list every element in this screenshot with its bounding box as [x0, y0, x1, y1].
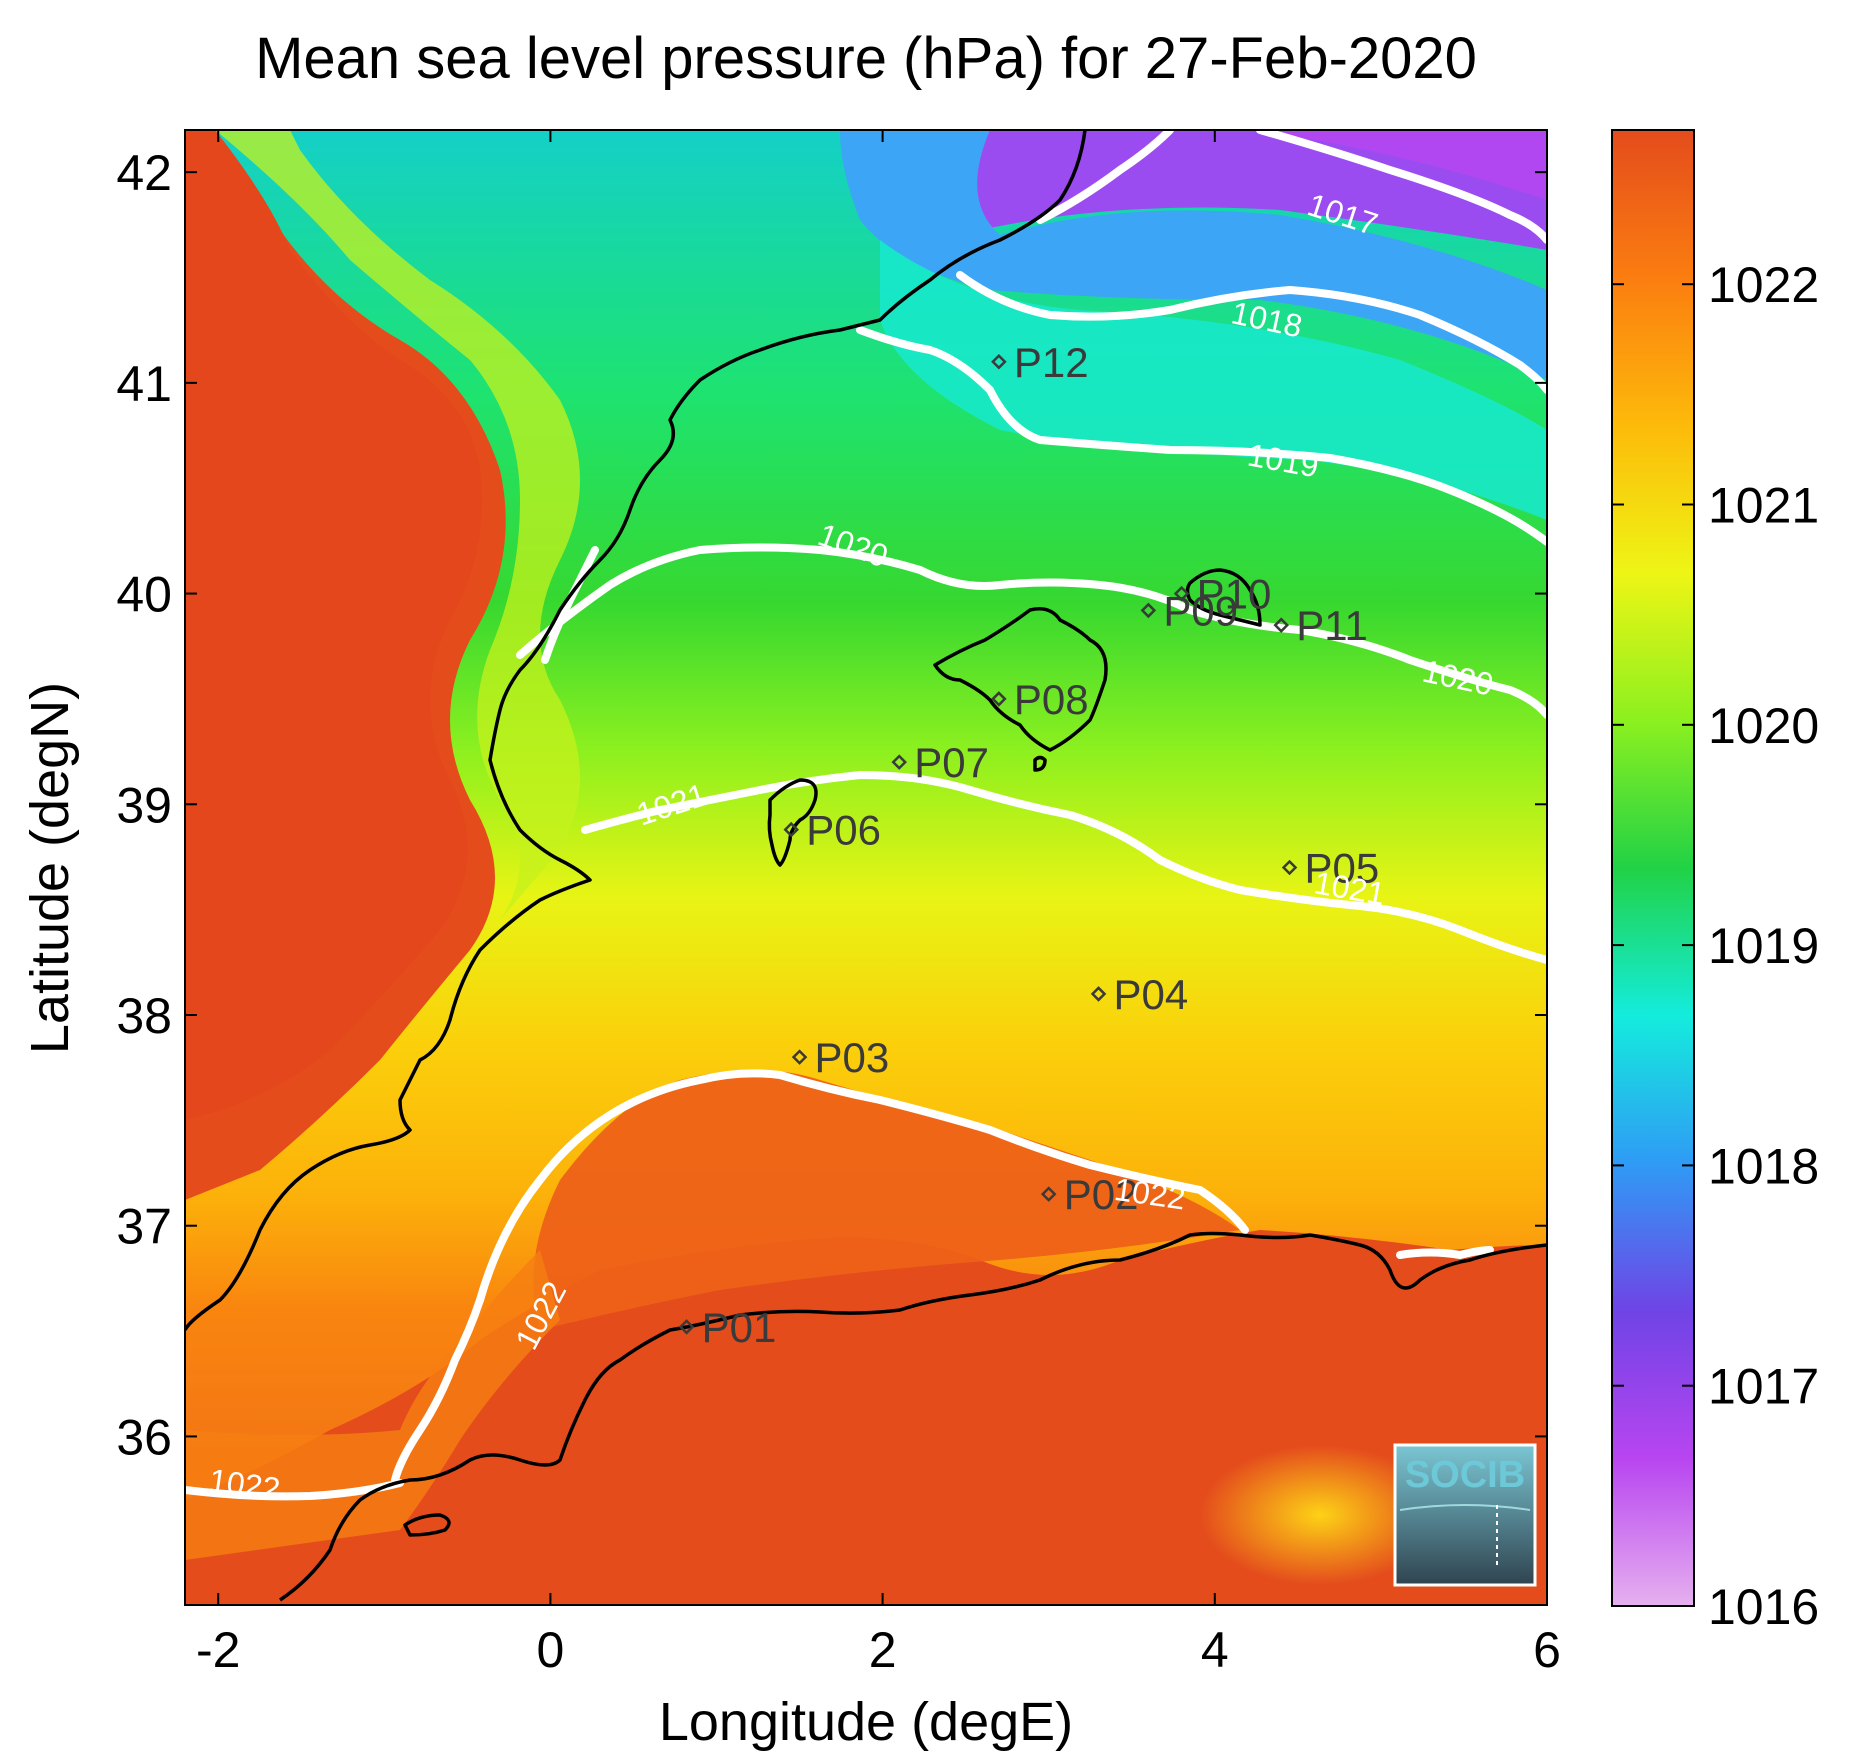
station-label: P03 — [815, 1034, 890, 1081]
station-label: P10 — [1197, 571, 1272, 618]
colorbar-tick-label: 1020 — [1708, 698, 1819, 754]
station-label: P12 — [1014, 339, 1089, 386]
station-p02: P02 — [1040, 1171, 1139, 1218]
station-label: P05 — [1305, 845, 1380, 892]
isobar-1019 — [856, 326, 1547, 546]
station-marker-icon — [991, 691, 1007, 707]
x-tick-label: 6 — [1533, 1622, 1561, 1678]
station-label: P07 — [914, 739, 989, 786]
isobar-1022-core — [476, 1069, 1249, 1304]
coastline-north-africa — [279, 1231, 1547, 1602]
logo-text: SOCIB — [1405, 1454, 1525, 1496]
station-marker-icon — [1140, 602, 1157, 619]
isobar-1018 — [956, 271, 1547, 394]
station-p12: P12 — [991, 339, 1089, 386]
x-tick-label: 0 — [537, 1622, 565, 1678]
station-marker-icon — [1090, 986, 1107, 1002]
isobar-1017 — [1256, 130, 1547, 244]
y-tick-label: 40 — [116, 567, 172, 623]
station-label: P08 — [1014, 676, 1089, 723]
isobar-1022-se — [1396, 1246, 1494, 1259]
y-tick-label: 39 — [116, 777, 172, 833]
station-marker-icon — [1281, 859, 1298, 876]
station-p03: P03 — [791, 1034, 890, 1081]
coastline — [185, 130, 1547, 1602]
station-marker-icon — [1040, 1186, 1057, 1202]
y-tick-label: 41 — [116, 356, 172, 412]
station-label: P01 — [702, 1304, 777, 1351]
colorbar-tick-label: 1017 — [1708, 1359, 1819, 1415]
colorbar-scale — [1611, 129, 1695, 1607]
station-p07: P07 — [891, 739, 989, 786]
colorbar-tick-label: 1022 — [1708, 257, 1819, 313]
pressure-field — [185, 130, 1547, 1605]
isobar-1022-sw — [185, 1479, 404, 1501]
isobar-contours — [185, 130, 1547, 1501]
coastline-mallorca — [933, 607, 1108, 752]
colorbar-tick-label: 1018 — [1708, 1138, 1819, 1194]
coastline-menorca — [1185, 568, 1262, 627]
y-tick-label: 37 — [116, 1199, 172, 1255]
x-tick-label: -2 — [196, 1622, 240, 1678]
station-marker-icon — [783, 821, 800, 838]
coastline-cabrera — [1033, 755, 1047, 772]
coastline-alboran — [403, 1513, 451, 1537]
station-label: P11 — [1296, 602, 1368, 649]
isobar-1020-north — [516, 543, 1547, 719]
station-label: P04 — [1114, 971, 1189, 1018]
station-p04: P04 — [1090, 971, 1189, 1018]
y-tick-label: 38 — [116, 988, 172, 1044]
station-label: P06 — [806, 807, 881, 854]
station-marker-icon — [1273, 617, 1290, 633]
station-p11: P11 — [1273, 602, 1368, 649]
station-p06: P06 — [783, 807, 881, 854]
coastline-ibiza — [767, 778, 818, 867]
socib-logo: SOCIB — [1393, 1443, 1537, 1587]
station-p01: P01 — [678, 1304, 777, 1351]
station-marker-icon — [891, 754, 907, 770]
station-marker-icon — [1173, 585, 1190, 602]
colorbar: 1016 1017 1018 1019 1020 1021 1022 — [1611, 129, 1819, 1635]
colorbar-tick-label: 1021 — [1708, 478, 1819, 534]
colorbar-ticks: 1016 1017 1018 1019 1020 1021 1022 — [1612, 257, 1819, 1635]
x-axis: -2 0 2 4 6 — [196, 130, 1561, 1678]
x-tick-label: 2 — [869, 1622, 897, 1678]
colorbar-tick-label: 1019 — [1708, 918, 1819, 974]
x-axis-label: Longitude (degE) — [659, 1692, 1073, 1752]
coastline-iberia — [185, 130, 1087, 1331]
station-label: P02 — [1064, 1171, 1139, 1218]
map-frame — [184, 129, 1548, 1606]
isobar-1020-west — [541, 546, 599, 664]
y-axis: 36 37 38 39 40 41 42 — [116, 145, 1547, 1465]
isobar-1022-west — [391, 1296, 484, 1484]
station-p08: P08 — [991, 676, 1089, 723]
y-axis-label: Latitude (degN) — [20, 682, 80, 1054]
isobar-1017-nw — [1036, 130, 1174, 224]
chart-title: Mean sea level pressure (hPa) for 27-Feb… — [255, 26, 1477, 91]
x-tick-label: 4 — [1201, 1622, 1229, 1678]
station-p10: P10 — [1173, 571, 1272, 618]
station-marker-icon — [991, 354, 1007, 370]
station-p05: P05 — [1281, 845, 1380, 892]
y-tick-label: 42 — [116, 145, 172, 201]
y-tick-label: 36 — [116, 1409, 172, 1465]
colorbar-tick-label: 1016 — [1708, 1579, 1819, 1635]
station-marker-icon — [791, 1049, 808, 1065]
isobar-1021 — [581, 771, 1547, 964]
station-marker-icon — [678, 1319, 695, 1335]
